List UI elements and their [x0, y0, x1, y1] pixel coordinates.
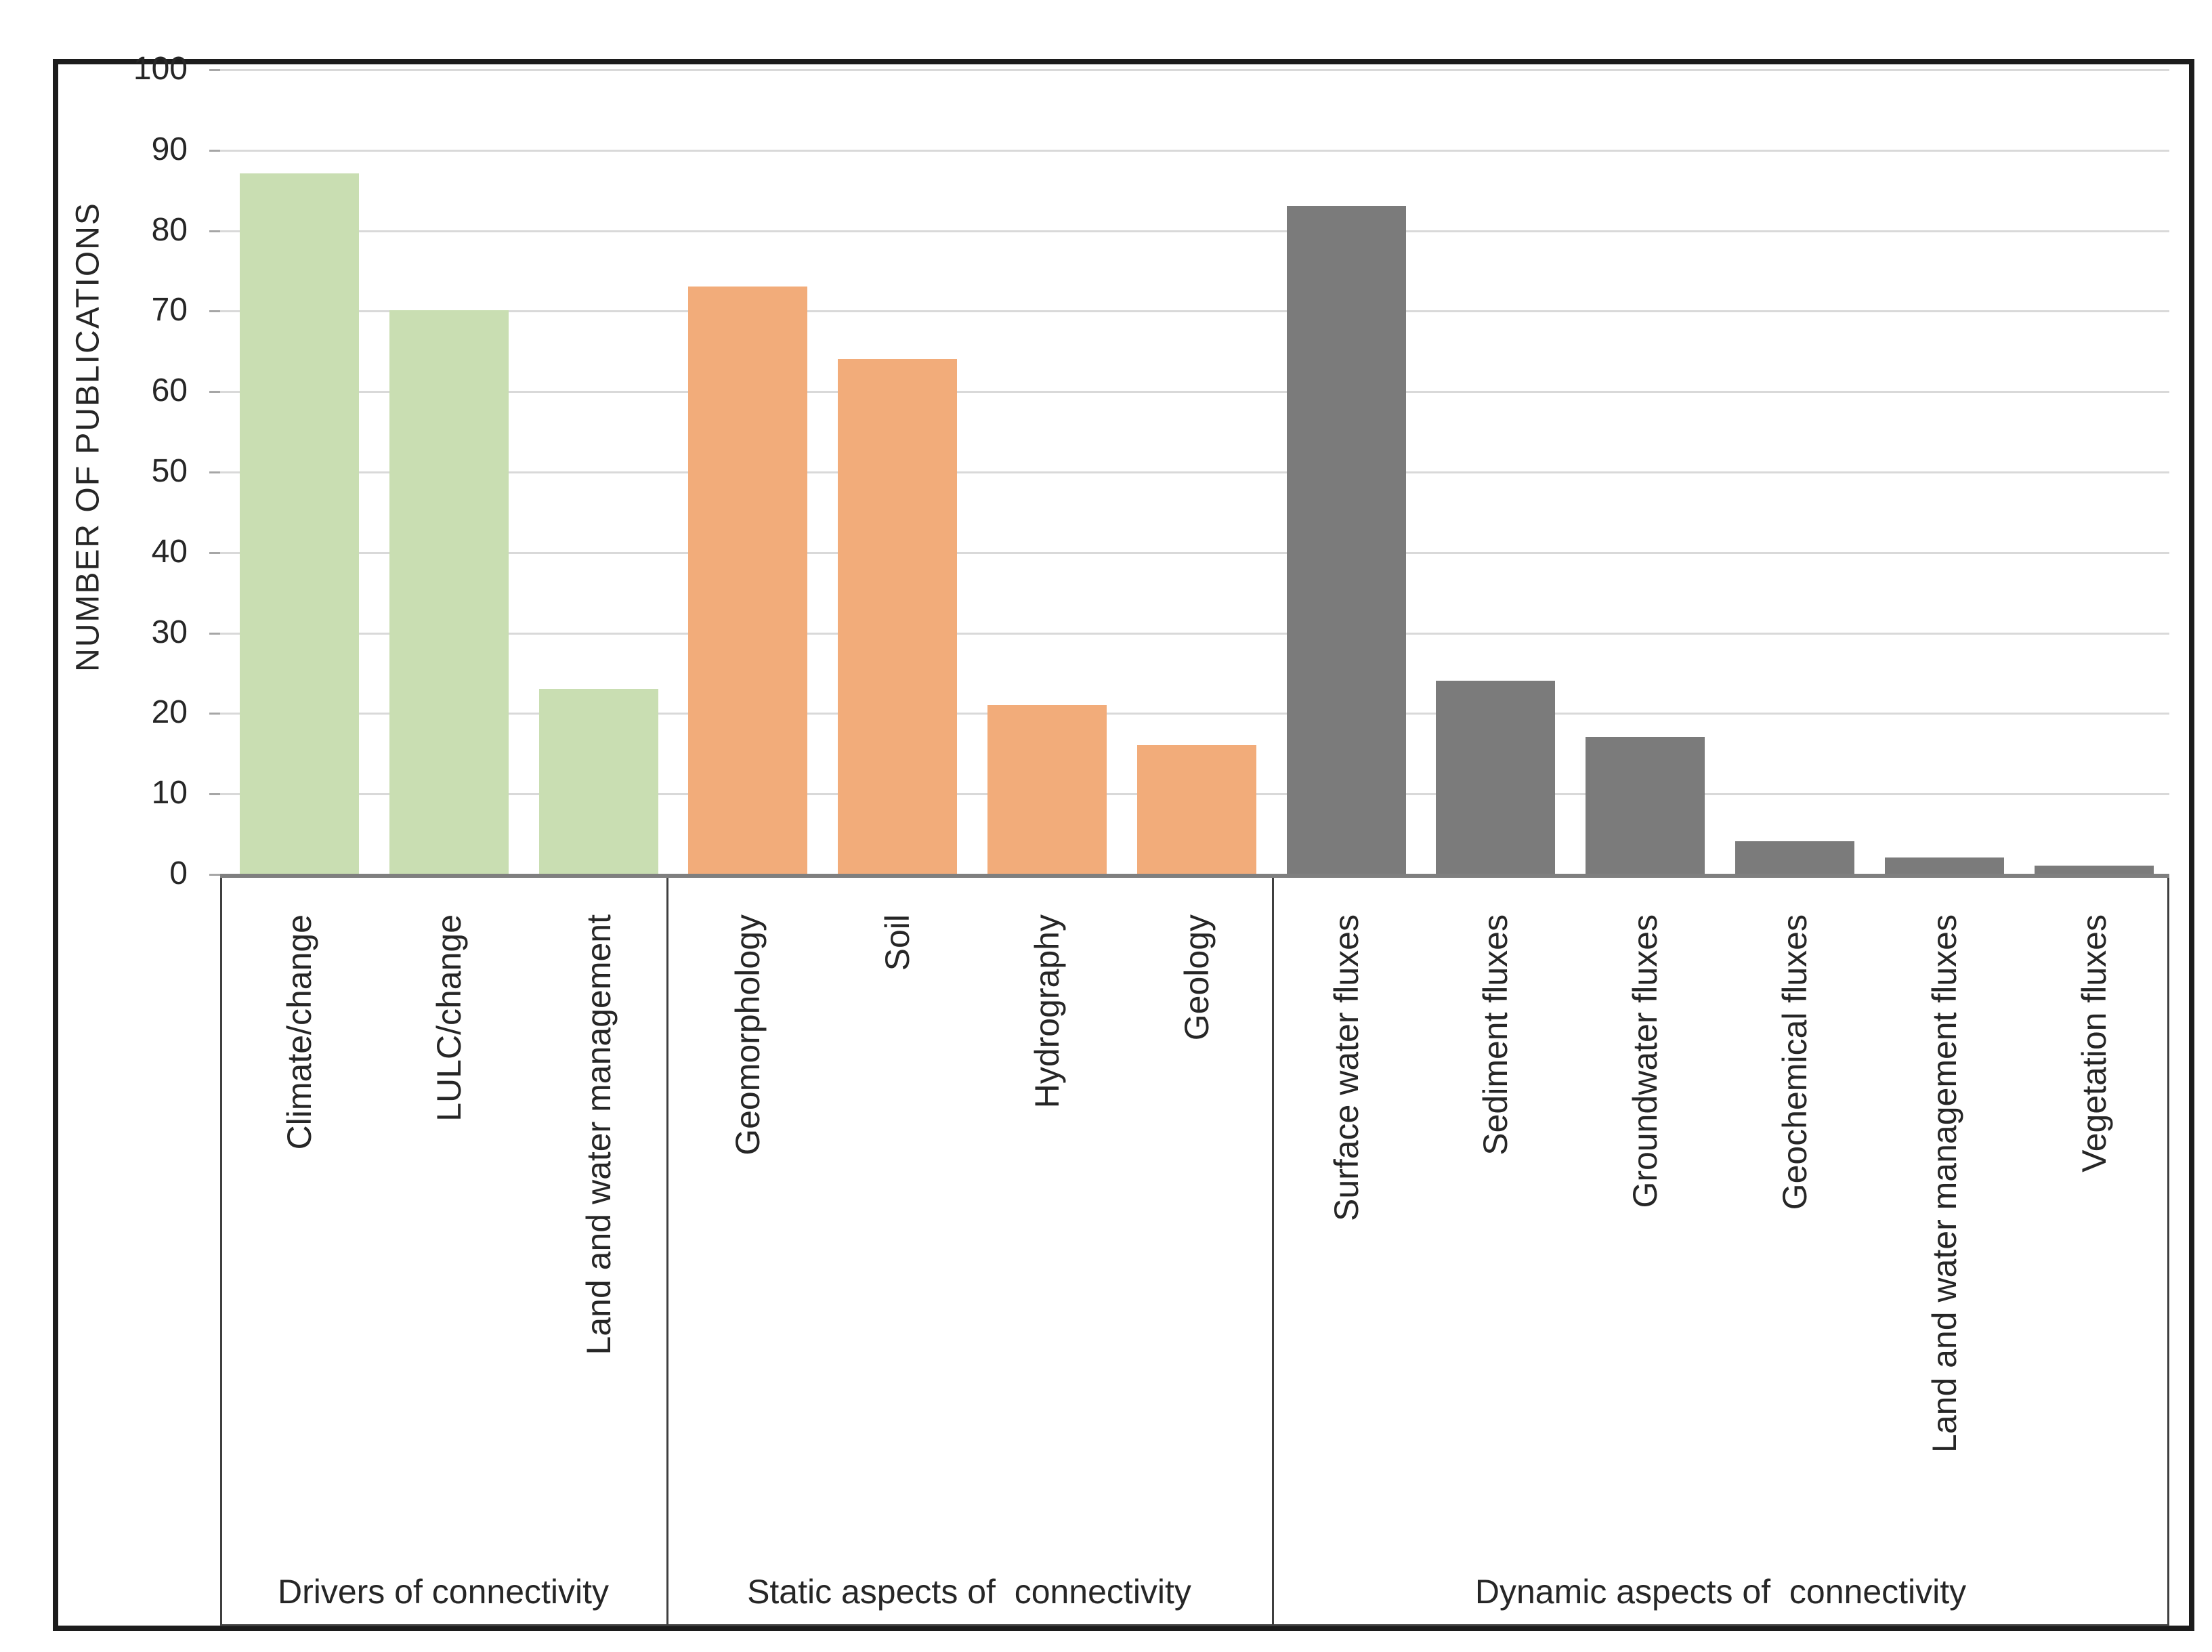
y-tick-label-10: 10 — [151, 775, 188, 811]
y-tick-label-30: 30 — [151, 614, 188, 650]
y-tick-40 — [209, 551, 220, 554]
category-label-surface-water-fluxes: Surface water fluxes — [1327, 914, 1365, 1221]
y-tick-label-90: 90 — [151, 131, 188, 167]
y-tick-label-60: 60 — [151, 373, 188, 409]
group-label-drivers-of-connectivity: Drivers of connectivity — [277, 1573, 610, 1611]
gridline-80 — [220, 230, 2169, 232]
bar-climate-change — [240, 173, 359, 874]
gridline-20 — [220, 713, 2169, 715]
bar-land-and-water-management-fluxes — [1884, 857, 2004, 874]
y-tick-80 — [209, 230, 220, 232]
y-tick-label-40: 40 — [151, 533, 188, 570]
gridline-90 — [220, 149, 2169, 152]
category-label-box-border — [220, 878, 2169, 1626]
gridline-40 — [220, 551, 2169, 554]
bar-hydrography — [987, 704, 1107, 874]
category-label-hydrography: Hydrography — [1028, 914, 1066, 1109]
group-divider-2 — [1272, 878, 1274, 1626]
x-axis-baseline — [220, 874, 2169, 878]
bar-geomorphology — [688, 286, 808, 874]
bar-geology — [1136, 744, 1256, 874]
y-tick-70 — [209, 310, 220, 313]
category-label-land-and-water-management-fluxes: Land and water management fluxes — [1925, 914, 1963, 1453]
category-label-climate-change: Climate/change — [280, 914, 318, 1150]
bar-surface-water-fluxes — [1286, 205, 1406, 874]
bar-land-and-water-management — [538, 688, 658, 874]
category-label-geology: Geology — [1177, 914, 1216, 1041]
y-tick-50 — [209, 471, 220, 473]
category-label-lulc-change: LULC/change — [429, 914, 468, 1122]
gridline-70 — [220, 310, 2169, 313]
y-tick-label-70: 70 — [151, 292, 188, 329]
bar-geochemical-fluxes — [1735, 841, 1854, 874]
y-tick-100 — [209, 69, 220, 71]
bar-groundwater-fluxes — [1586, 737, 1705, 874]
gridline-50 — [220, 471, 2169, 473]
bar-lulc-change — [389, 310, 509, 874]
category-label-land-and-water-management: Land and water management — [579, 914, 618, 1355]
y-tick-label-80: 80 — [151, 211, 188, 248]
group-label-static-aspects-of-connectivity: Static aspects of connectivity — [747, 1573, 1191, 1611]
y-tick-10 — [209, 793, 220, 796]
group-label-dynamic-aspects-of-connectivity: Dynamic aspects of connectivity — [1474, 1573, 1967, 1611]
y-tick-label-50: 50 — [151, 453, 188, 489]
y-tick-label-100: 100 — [133, 51, 188, 87]
y-tick-60 — [209, 391, 220, 394]
category-label-soil: Soil — [878, 914, 917, 971]
bar-soil — [838, 358, 958, 874]
gridline-100 — [220, 69, 2169, 71]
gridline-30 — [220, 632, 2169, 635]
bar-sediment-fluxes — [1436, 680, 1556, 874]
category-label-vegetation-fluxes: Vegetation fluxes — [2075, 914, 2113, 1172]
y-tick-30 — [209, 632, 220, 635]
y-tick-label-0: 0 — [169, 855, 188, 891]
group-divider-1 — [666, 878, 668, 1626]
y-tick-label-20: 20 — [151, 694, 188, 731]
y-tick-0 — [209, 874, 220, 876]
gridline-60 — [220, 391, 2169, 394]
category-label-sediment-fluxes: Sediment fluxes — [1476, 914, 1515, 1156]
y-tick-20 — [209, 713, 220, 715]
category-label-geomorphology: Geomorphology — [729, 914, 767, 1156]
bar-vegetation-fluxes — [2034, 866, 2154, 874]
y-axis-title: NUMBER OF PUBLICATIONS — [70, 202, 106, 672]
y-tick-90 — [209, 149, 220, 152]
category-label-geochemical-fluxes: Geochemical fluxes — [1776, 914, 1814, 1210]
category-label-groundwater-fluxes: Groundwater fluxes — [1626, 914, 1665, 1208]
